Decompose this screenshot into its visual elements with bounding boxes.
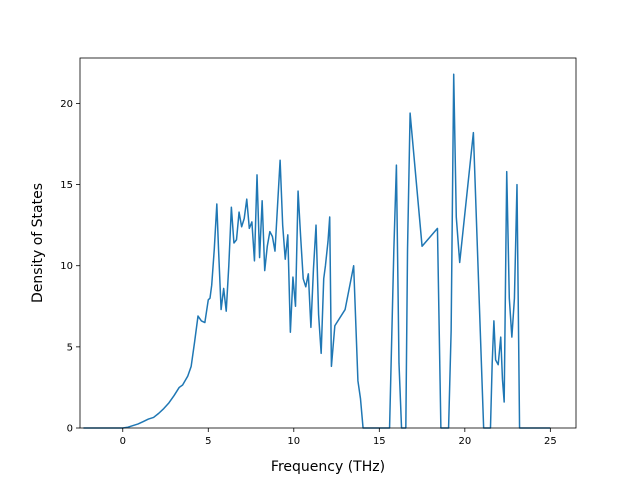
x-tick-label: 5 xyxy=(205,436,211,447)
x-axis-label: Frequency (THz) xyxy=(271,459,385,475)
y-tick-label: 5 xyxy=(67,342,73,353)
x-axis-ticks: 0 5 10 15 20 25 xyxy=(120,428,557,447)
y-tick-label: 0 xyxy=(67,424,73,435)
dos-series-line xyxy=(83,73,551,429)
x-tick-label: 0 xyxy=(120,436,126,447)
x-tick-label: 10 xyxy=(287,436,300,447)
x-tick-label: 20 xyxy=(458,436,471,447)
plot-frame xyxy=(79,57,577,429)
y-axis-label: Density of States xyxy=(30,183,46,303)
x-tick-label: 25 xyxy=(544,436,557,447)
y-tick-label: 10 xyxy=(60,261,73,272)
y-axis-ticks: 0 5 10 15 20 xyxy=(60,99,80,435)
y-tick-label: 20 xyxy=(60,99,73,110)
x-tick-label: 15 xyxy=(373,436,386,447)
y-tick-label: 15 xyxy=(60,180,73,191)
